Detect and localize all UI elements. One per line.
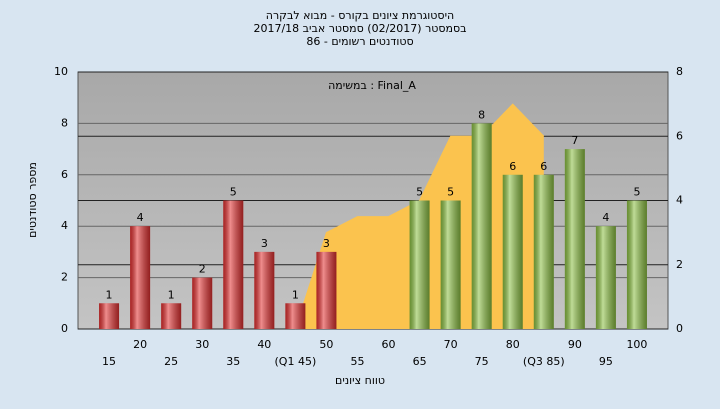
y-tick-label: 2 xyxy=(61,271,68,284)
annotation: במשימה : Final_A xyxy=(328,79,416,92)
bar-shine xyxy=(192,277,213,329)
x-tick-label: 20 xyxy=(133,338,147,351)
y-tick-label: 6 xyxy=(61,168,68,181)
y2-tick-label: 2 xyxy=(676,258,683,271)
bar-shine xyxy=(316,251,337,329)
x-tick-label: 50 xyxy=(319,338,333,351)
x-tick-label: 40 xyxy=(257,338,271,351)
x-tick-label: 15 xyxy=(102,355,116,368)
data-label: 6 xyxy=(509,160,516,173)
data-label: 6 xyxy=(540,160,547,173)
bar-shine xyxy=(130,226,151,329)
data-label: 5 xyxy=(416,186,423,199)
x-tick-label: (Q1 45) xyxy=(275,355,317,368)
bar-shine xyxy=(223,200,244,329)
bar-shine xyxy=(595,226,616,329)
data-label: 4 xyxy=(137,211,144,224)
data-label: 8 xyxy=(478,108,485,121)
data-label: 5 xyxy=(447,186,454,199)
data-label: 4 xyxy=(602,211,609,224)
data-label: 2 xyxy=(199,263,206,276)
data-label: 1 xyxy=(106,288,113,301)
data-label: 3 xyxy=(261,237,268,250)
x-tick-label: 25 xyxy=(164,355,178,368)
x-tick-label: 30 xyxy=(195,338,209,351)
x-tick-label: 70 xyxy=(444,338,458,351)
x-axis-label: טווח ציונים xyxy=(335,374,385,387)
bar-shine xyxy=(409,200,430,329)
bar-shine xyxy=(626,200,647,329)
x-tick-label: 65 xyxy=(413,355,427,368)
y2-tick-label: 8 xyxy=(676,65,683,78)
data-label: 1 xyxy=(292,288,299,301)
bar-shine xyxy=(533,174,554,329)
bar-shine xyxy=(161,303,182,329)
title-line: בסמסטר (02/2017) סמסטר אביב 2017/18 xyxy=(253,22,466,35)
x-tick-label: 55 xyxy=(350,355,364,368)
data-label: 5 xyxy=(633,186,640,199)
bar-shine xyxy=(440,200,461,329)
title-line: היסטוגרמת ציונים בקורס - מבוא לבקרה xyxy=(266,9,454,22)
x-tick-label: 80 xyxy=(506,338,520,351)
y-tick-label: 8 xyxy=(61,116,68,129)
data-label: 5 xyxy=(230,186,237,199)
bar-shine xyxy=(285,303,306,329)
y2-tick-label: 0 xyxy=(676,322,683,335)
y2-tick-label: 6 xyxy=(676,129,683,142)
x-tick-label: 35 xyxy=(226,355,240,368)
data-label: 7 xyxy=(571,134,578,147)
bar-shine xyxy=(471,123,492,330)
bar-shine xyxy=(99,303,120,329)
x-tick-label: 75 xyxy=(475,355,489,368)
x-tick-label: 95 xyxy=(599,355,613,368)
x-tick-label: 100 xyxy=(626,338,647,351)
bar-shine xyxy=(564,149,585,329)
x-tick-label: 60 xyxy=(382,338,396,351)
bar-shine xyxy=(502,174,523,329)
title-line: סטודנטים רשומים - 86 xyxy=(306,35,413,48)
x-tick-label: 90 xyxy=(568,338,582,351)
data-label: 1 xyxy=(168,288,175,301)
y-axis-label: מספר סטודנטים xyxy=(26,162,39,238)
data-label: 3 xyxy=(323,237,330,250)
y-tick-label: 4 xyxy=(61,219,68,232)
y2-tick-label: 4 xyxy=(676,194,683,207)
x-tick-label: (Q3 85) xyxy=(523,355,565,368)
y-tick-label: 0 xyxy=(61,322,68,335)
y-tick-label: 10 xyxy=(54,65,68,78)
bar-shine xyxy=(254,251,275,329)
